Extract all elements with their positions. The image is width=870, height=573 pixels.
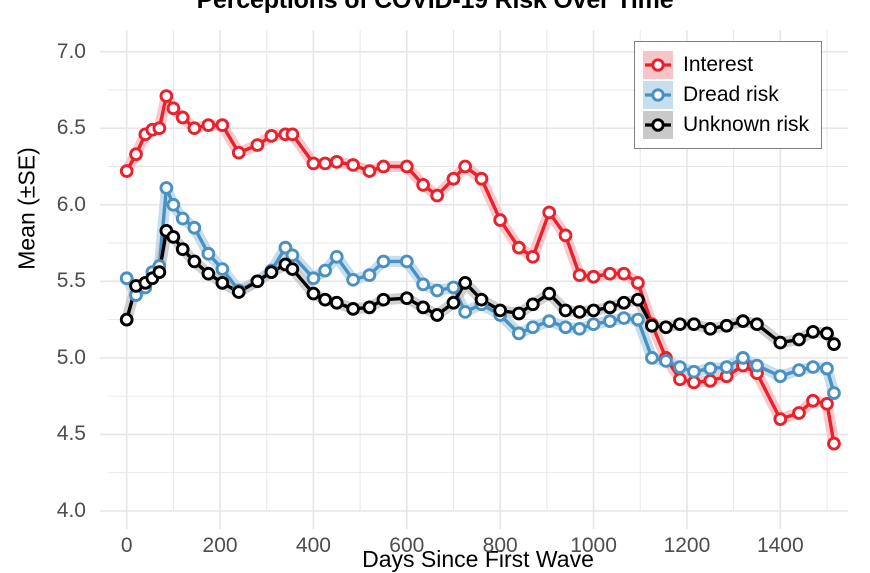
legend-item-interest[interactable]: Interest [643,50,809,80]
legend-key-icon [643,51,673,79]
legend-label: Interest [683,53,754,76]
x-axis-title: Days Since First Wave [362,546,594,572]
legend: Interest Dread risk Unknown risk [634,41,823,149]
legend-item-unknown-risk[interactable]: Unknown risk [643,110,809,140]
legend-label: Dread risk [683,83,779,106]
grid-minor [108,30,848,511]
legend-item-dread-risk[interactable]: Dread risk [643,80,809,110]
legend-key-icon [643,81,673,109]
chart-title: Perceptions of COVID-19 Risk Over Time [196,0,674,14]
legend-label: Unknown risk [683,113,810,136]
legend-key-icon [643,111,673,139]
series-markers [119,89,841,451]
